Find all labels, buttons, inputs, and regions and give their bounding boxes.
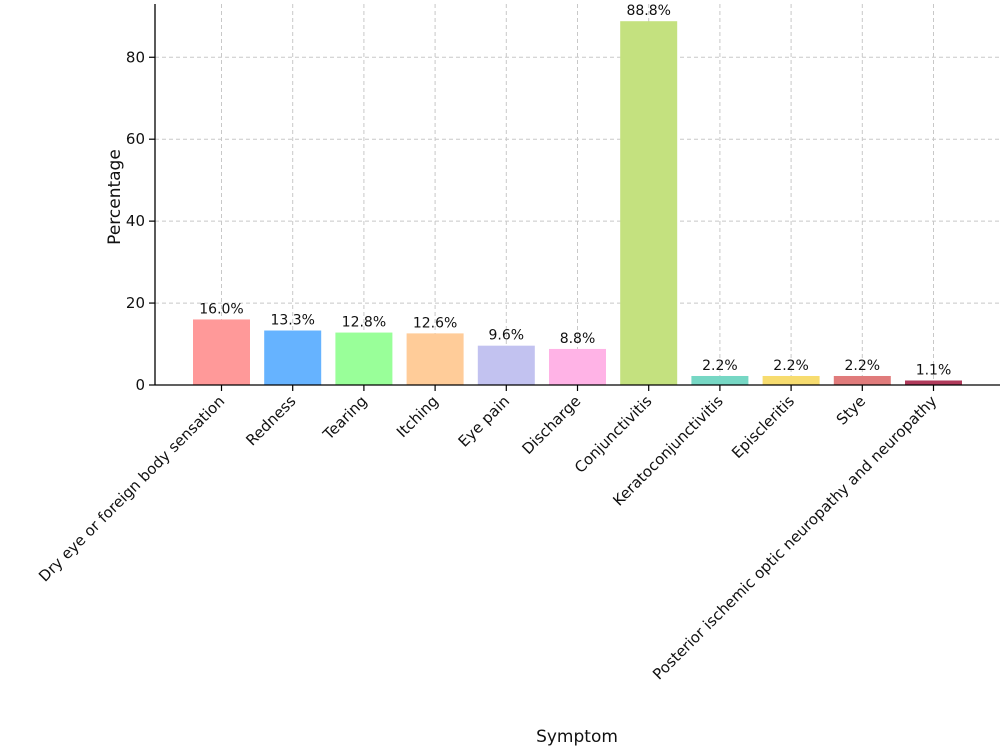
data-label-6: 88.8%	[626, 3, 670, 19]
y-tick-label-60: 60	[126, 130, 145, 148]
bar-1	[264, 330, 322, 385]
data-label-8: 2.2%	[773, 358, 809, 374]
x-ticks: Dry eye or foreign body sensation Redness…	[35, 385, 940, 683]
data-label-2: 12.8%	[342, 315, 386, 331]
bar-6	[620, 21, 678, 385]
bar-9	[833, 375, 891, 385]
bar-8	[762, 375, 820, 385]
x-axis-title: Symptom	[536, 727, 618, 747]
data-label-3: 12.6%	[413, 315, 457, 331]
y-axis-title: Percentage	[105, 149, 125, 245]
data-labels: 16.0% 13.3% 12.8% 12.6% 9.6% 8.8% 88.8% 2.2% 2.2…	[199, 3, 951, 378]
x-tick-label-9: Stye	[833, 392, 869, 428]
bar-5	[549, 348, 606, 385]
y-tick-label-40: 40	[126, 212, 145, 230]
y-tick-label-80: 80	[126, 48, 145, 66]
bar-2	[335, 332, 393, 385]
x-tick-label-3: Itching	[393, 392, 442, 441]
x-tick-label-1: Redness	[242, 392, 299, 449]
bar-10	[905, 380, 962, 385]
data-label-9: 2.2%	[845, 358, 881, 374]
bar-3	[406, 333, 464, 385]
x-tick-label-4: Eye pain	[455, 392, 514, 451]
bar-7	[691, 375, 749, 385]
data-label-10: 1.1%	[916, 362, 952, 378]
bar-0	[193, 319, 250, 385]
x-tick-label-5: Discharge	[518, 392, 584, 458]
data-label-1: 13.3%	[270, 313, 314, 329]
y-ticks: 0 20 40 60 80	[126, 48, 155, 394]
bars	[193, 21, 962, 385]
x-tick-label-2: Tearing	[319, 392, 371, 444]
data-label-5: 8.8%	[560, 331, 596, 347]
y-tick-label-20: 20	[126, 294, 145, 312]
data-label-4: 9.6%	[489, 328, 525, 344]
bar-4	[477, 345, 535, 385]
y-tick-label-0: 0	[135, 376, 145, 394]
data-label-7: 2.2%	[702, 358, 738, 374]
x-tick-label-8: Episcleritis	[728, 392, 798, 462]
x-tick-label-0: Dry eye or foreign body sensation	[35, 392, 228, 585]
data-label-0: 16.0%	[199, 301, 243, 317]
